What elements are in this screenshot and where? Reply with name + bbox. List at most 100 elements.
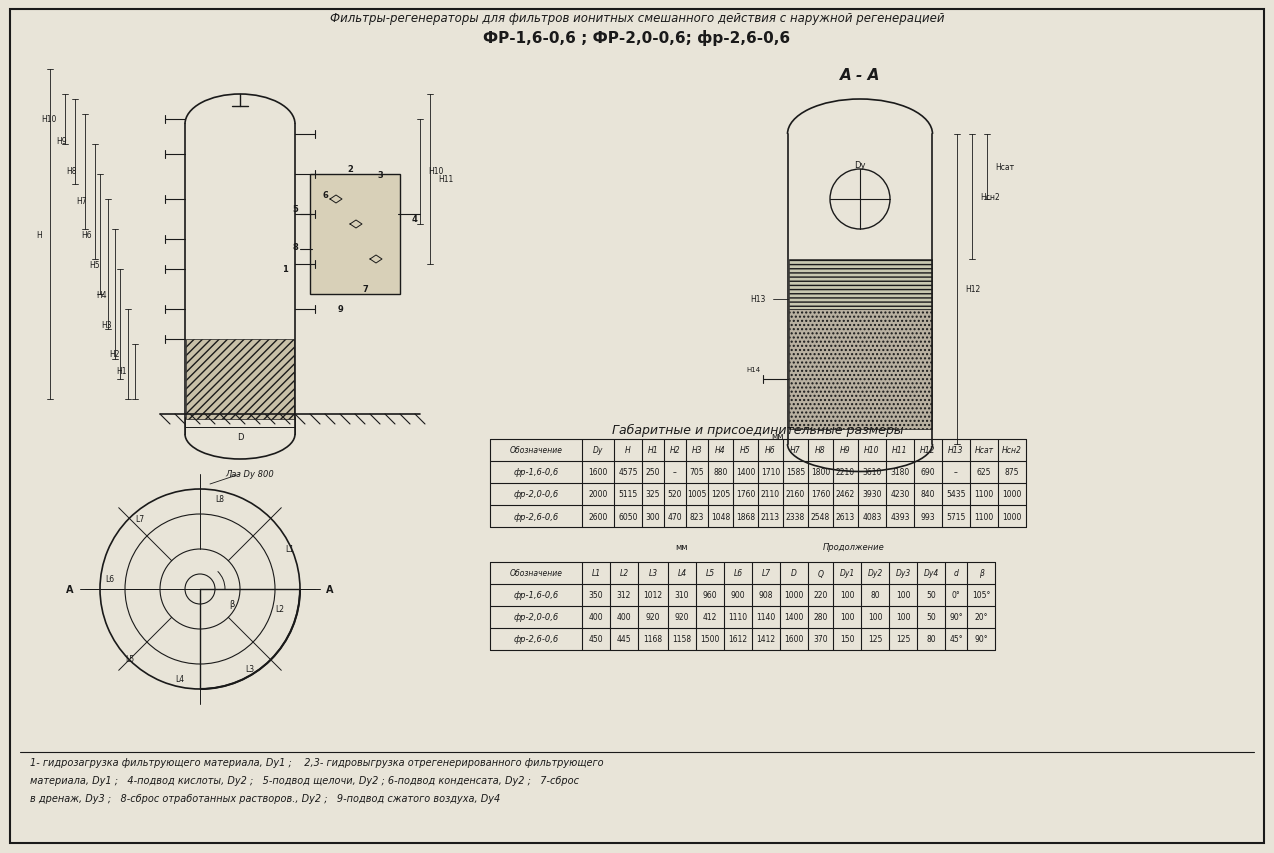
Text: в дренаж, Dy3 ;   8-сброс отработанных растворов., Dy2 ;   9-подвод сжатого возд: в дренаж, Dy3 ; 8-сброс отработанных рас… <box>31 793 501 803</box>
Text: –: – <box>673 468 676 477</box>
Text: Dy: Dy <box>592 446 603 455</box>
Text: L2: L2 <box>619 569 628 577</box>
Text: 1412: 1412 <box>757 635 776 644</box>
Text: 1710: 1710 <box>761 468 780 477</box>
Text: ФР-1,6-0,6 ; ФР-2,0-0,6; фр-2,6-0,6: ФР-1,6-0,6 ; ФР-2,0-0,6; фр-2,6-0,6 <box>483 30 791 46</box>
Text: 90°: 90° <box>949 612 963 622</box>
Text: 1205: 1205 <box>711 490 730 499</box>
Text: L7: L7 <box>762 569 771 577</box>
Text: 450: 450 <box>589 635 604 644</box>
Text: H2: H2 <box>670 446 680 455</box>
Text: 1110: 1110 <box>729 612 748 622</box>
Text: 50: 50 <box>926 591 936 600</box>
Text: L5: L5 <box>706 569 715 577</box>
Bar <box>186 339 294 420</box>
Text: d: d <box>953 569 958 577</box>
Text: 400: 400 <box>589 612 604 622</box>
Text: мм: мм <box>675 543 688 552</box>
Text: 4083: 4083 <box>862 512 882 521</box>
Text: H6: H6 <box>82 230 92 239</box>
Text: Продолжение: Продолжение <box>823 543 884 552</box>
Bar <box>789 310 933 430</box>
Text: 1158: 1158 <box>673 635 692 644</box>
Text: 100: 100 <box>840 591 855 600</box>
Text: 900: 900 <box>731 591 745 600</box>
Text: 2548: 2548 <box>810 512 831 521</box>
Text: H7: H7 <box>790 446 801 455</box>
Text: 1600: 1600 <box>785 635 804 644</box>
Text: фр-2,6-0,6: фр-2,6-0,6 <box>513 512 558 521</box>
Text: 6050: 6050 <box>618 512 638 521</box>
Text: 4393: 4393 <box>891 512 910 521</box>
Text: 250: 250 <box>646 468 660 477</box>
Text: A: A <box>326 584 334 595</box>
Text: H11: H11 <box>892 446 908 455</box>
Text: H5: H5 <box>740 446 750 455</box>
Text: 1760: 1760 <box>810 490 831 499</box>
Text: 1000: 1000 <box>785 591 804 600</box>
Text: H4: H4 <box>97 290 107 299</box>
Text: 100: 100 <box>896 591 910 600</box>
Text: Hсат: Hсат <box>975 446 994 455</box>
Text: D: D <box>237 433 243 442</box>
Text: H10: H10 <box>42 115 57 125</box>
Text: 80: 80 <box>870 591 880 600</box>
Text: фр-1,6-0,6: фр-1,6-0,6 <box>513 468 558 477</box>
Text: H4: H4 <box>715 446 726 455</box>
Text: 50: 50 <box>926 612 936 622</box>
Text: 690: 690 <box>921 468 935 477</box>
Text: А - А: А - А <box>840 67 880 83</box>
Text: фр-2,6-0,6: фр-2,6-0,6 <box>513 635 558 644</box>
Text: Габаритные и присоединительные размеры: Габаритные и присоединительные размеры <box>613 423 903 436</box>
Text: 1500: 1500 <box>701 635 720 644</box>
Text: 3180: 3180 <box>891 468 910 477</box>
Text: H9: H9 <box>56 137 68 147</box>
Text: 823: 823 <box>689 512 705 521</box>
Text: 2462: 2462 <box>836 490 855 499</box>
Text: Dy: Dy <box>855 160 866 169</box>
Text: H1: H1 <box>647 446 659 455</box>
Text: фр-1,6-0,6: фр-1,6-0,6 <box>513 591 558 600</box>
Text: 2338: 2338 <box>786 512 805 521</box>
Text: A: A <box>66 584 74 595</box>
Text: 370: 370 <box>813 635 828 644</box>
Text: 3: 3 <box>377 171 383 179</box>
Text: 280: 280 <box>813 612 828 622</box>
Text: 2: 2 <box>347 165 353 174</box>
Text: 1048: 1048 <box>711 512 730 521</box>
Text: 1005: 1005 <box>687 490 707 499</box>
Text: H3: H3 <box>102 320 112 329</box>
Text: H5: H5 <box>89 260 99 270</box>
Text: 1140: 1140 <box>757 612 776 622</box>
Text: 875: 875 <box>1005 468 1019 477</box>
Text: Hсн2: Hсн2 <box>980 192 1000 201</box>
Text: –: – <box>954 468 958 477</box>
Text: 4575: 4575 <box>618 468 638 477</box>
Text: L6: L6 <box>106 575 115 583</box>
Text: 105°: 105° <box>972 591 990 600</box>
Text: L4: L4 <box>678 569 687 577</box>
Text: 880: 880 <box>713 468 727 477</box>
Text: 960: 960 <box>703 591 717 600</box>
Text: 100: 100 <box>840 612 855 622</box>
Text: Фильтры-регенераторы для фильтров ионитных смешанного действия с наружной регене: Фильтры-регенераторы для фильтров ионитн… <box>330 12 944 25</box>
Bar <box>310 175 400 294</box>
Text: H13: H13 <box>948 446 963 455</box>
Text: 1760: 1760 <box>736 490 755 499</box>
Text: 625: 625 <box>977 468 991 477</box>
Text: β: β <box>978 569 984 577</box>
Text: 920: 920 <box>646 612 660 622</box>
Text: Dy3: Dy3 <box>896 569 911 577</box>
Text: 7: 7 <box>362 285 368 294</box>
Text: H8: H8 <box>815 446 826 455</box>
Text: 45°: 45° <box>949 635 963 644</box>
Text: Hсат: Hсат <box>995 162 1014 171</box>
Text: 5715: 5715 <box>947 512 966 521</box>
Text: фр-2,0-0,6: фр-2,0-0,6 <box>513 612 558 622</box>
Text: 100: 100 <box>868 612 883 622</box>
Text: 1400: 1400 <box>785 612 804 622</box>
Text: H12: H12 <box>920 446 935 455</box>
Text: 6: 6 <box>322 190 327 200</box>
Text: H10: H10 <box>428 167 443 177</box>
Text: 4230: 4230 <box>891 490 910 499</box>
